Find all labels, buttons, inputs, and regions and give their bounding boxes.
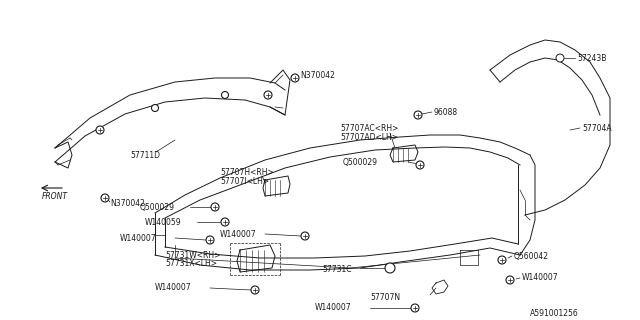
Circle shape (152, 105, 159, 111)
Text: Q500029: Q500029 (343, 157, 378, 166)
Text: 57707AC<RH>: 57707AC<RH> (340, 124, 398, 132)
Circle shape (101, 194, 109, 202)
Circle shape (264, 91, 272, 99)
Text: N370042: N370042 (110, 198, 145, 207)
Text: 57731C: 57731C (322, 266, 351, 275)
Circle shape (414, 111, 422, 119)
Text: 57711D: 57711D (130, 150, 160, 159)
Circle shape (498, 256, 506, 264)
Circle shape (96, 126, 104, 134)
Text: 57731X<LH>: 57731X<LH> (165, 260, 217, 268)
Text: FRONT: FRONT (42, 191, 68, 201)
Circle shape (221, 218, 229, 226)
Text: 96088: 96088 (433, 108, 457, 116)
Circle shape (411, 304, 419, 312)
Text: W140007: W140007 (120, 234, 157, 243)
Text: 57707N: 57707N (370, 293, 400, 302)
Text: W140007: W140007 (155, 284, 191, 292)
Circle shape (206, 236, 214, 244)
Circle shape (301, 232, 309, 240)
Circle shape (556, 54, 564, 62)
Text: 57704A: 57704A (582, 124, 612, 132)
Text: A591001256: A591001256 (530, 309, 579, 318)
Text: W140007: W140007 (220, 229, 257, 238)
Text: 57707I<LH>: 57707I<LH> (220, 177, 269, 186)
Circle shape (416, 161, 424, 169)
Circle shape (385, 263, 395, 273)
Circle shape (291, 74, 299, 82)
Text: W140059: W140059 (145, 218, 182, 227)
Text: 57243B: 57243B (577, 53, 606, 62)
Text: 57707AD<LH>: 57707AD<LH> (340, 132, 398, 141)
Text: Q560042: Q560042 (514, 252, 549, 260)
Circle shape (251, 286, 259, 294)
Circle shape (506, 276, 514, 284)
Circle shape (211, 203, 219, 211)
Text: W140007: W140007 (315, 303, 351, 313)
Text: 57707H<RH>: 57707H<RH> (220, 167, 274, 177)
Text: N370042: N370042 (300, 70, 335, 79)
Text: 57731W<RH>: 57731W<RH> (165, 251, 220, 260)
Circle shape (221, 92, 228, 99)
Text: Q500029: Q500029 (140, 203, 175, 212)
Text: W140007: W140007 (522, 274, 559, 283)
